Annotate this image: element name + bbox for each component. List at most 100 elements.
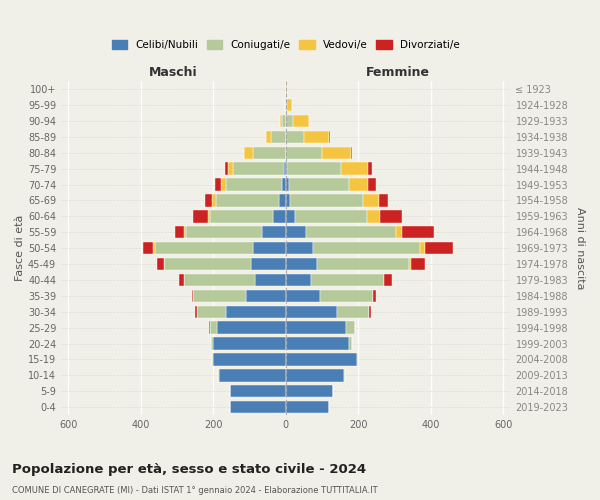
Bar [246, 290, 286, 302]
Bar [379, 194, 388, 206]
Bar [282, 178, 286, 191]
Bar [244, 146, 253, 159]
Bar [286, 274, 311, 286]
Bar [286, 83, 287, 96]
Bar [271, 130, 286, 143]
Bar [230, 385, 286, 398]
Bar [368, 178, 376, 191]
Bar [179, 274, 184, 286]
Bar [329, 130, 330, 143]
Bar [208, 210, 209, 222]
Bar [157, 258, 164, 270]
Y-axis label: Anni di nascita: Anni di nascita [575, 207, 585, 290]
Bar [402, 226, 434, 238]
Bar [369, 306, 371, 318]
Text: Femmine: Femmine [366, 66, 430, 79]
Bar [253, 146, 286, 159]
Bar [280, 114, 282, 127]
Bar [313, 242, 420, 254]
Bar [218, 369, 219, 382]
Bar [284, 162, 286, 175]
Bar [213, 354, 286, 366]
Bar [217, 322, 286, 334]
Bar [317, 258, 409, 270]
Bar [197, 306, 226, 318]
Bar [287, 99, 292, 111]
Bar [286, 385, 333, 398]
Bar [349, 178, 368, 191]
Bar [266, 130, 271, 143]
Bar [373, 290, 376, 302]
Bar [195, 306, 197, 318]
Bar [290, 194, 362, 206]
Bar [320, 290, 373, 302]
Bar [367, 210, 380, 222]
Bar [193, 290, 246, 302]
Bar [205, 194, 212, 206]
Bar [295, 210, 367, 222]
Bar [219, 369, 286, 382]
Bar [286, 369, 344, 382]
Text: Popolazione per età, sesso e stato civile - 2024: Popolazione per età, sesso e stato civil… [12, 462, 366, 475]
Bar [212, 354, 213, 366]
Bar [251, 258, 286, 270]
Bar [356, 354, 358, 366]
Bar [186, 226, 262, 238]
Bar [216, 194, 279, 206]
Bar [411, 258, 425, 270]
Legend: Celibi/Nubili, Coniugati/e, Vedovi/e, Divorziati/e: Celibi/Nubili, Coniugati/e, Vedovi/e, Di… [112, 40, 460, 50]
Bar [286, 194, 290, 206]
Bar [286, 162, 287, 175]
Bar [409, 258, 411, 270]
Bar [286, 338, 349, 350]
Bar [425, 242, 452, 254]
Bar [286, 242, 313, 254]
Bar [383, 274, 385, 286]
Bar [212, 194, 216, 206]
Bar [221, 178, 226, 191]
Bar [226, 306, 286, 318]
Bar [193, 210, 208, 222]
Bar [154, 242, 155, 254]
Bar [143, 242, 154, 254]
Bar [349, 338, 352, 350]
Bar [262, 226, 286, 238]
Bar [282, 114, 286, 127]
Bar [322, 146, 351, 159]
Bar [306, 226, 397, 238]
Bar [285, 99, 286, 111]
Bar [397, 226, 402, 238]
Bar [215, 178, 221, 191]
Bar [304, 130, 329, 143]
Bar [337, 306, 369, 318]
Bar [380, 210, 402, 222]
Bar [362, 194, 379, 206]
Bar [385, 274, 392, 286]
Bar [226, 178, 282, 191]
Y-axis label: Fasce di età: Fasce di età [15, 215, 25, 282]
Bar [164, 258, 251, 270]
Bar [286, 401, 329, 413]
Bar [273, 210, 286, 222]
Bar [209, 322, 217, 334]
Bar [286, 178, 289, 191]
Bar [286, 306, 337, 318]
Bar [191, 290, 193, 302]
Bar [255, 274, 286, 286]
Bar [368, 162, 372, 175]
Bar [286, 226, 306, 238]
Bar [293, 114, 310, 127]
Text: COMUNE DI CANEGRATE (MI) - Dati ISTAT 1° gennaio 2024 - Elaborazione TUTTITALIA.: COMUNE DI CANEGRATE (MI) - Dati ISTAT 1°… [12, 486, 377, 495]
Bar [286, 99, 287, 111]
Bar [213, 338, 286, 350]
Bar [209, 210, 273, 222]
Bar [155, 242, 253, 254]
Bar [286, 146, 322, 159]
Bar [286, 258, 317, 270]
Text: Maschi: Maschi [149, 66, 198, 79]
Bar [184, 274, 255, 286]
Bar [289, 178, 349, 191]
Bar [286, 322, 346, 334]
Bar [230, 401, 286, 413]
Bar [175, 226, 184, 238]
